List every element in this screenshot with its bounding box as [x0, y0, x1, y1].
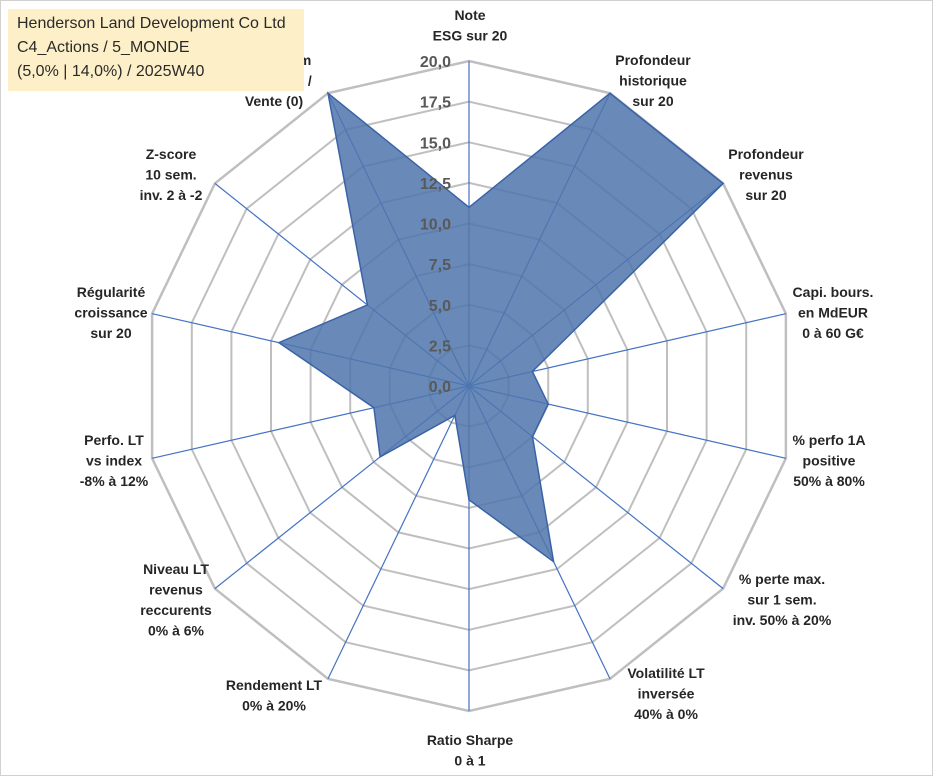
axis-label: Note ESG sur 20: [433, 7, 508, 44]
chart-title-box: Henderson Land Development Co Ltd C4_Act…: [8, 9, 304, 91]
chart-subtitle-period: (5,0% | 14,0%) / 2025W40: [17, 63, 205, 80]
axis-label: Perfo. LT vs index -8% à 12%: [80, 432, 149, 489]
axis-label: Niveau LT revenus reccurents 0% à 6%: [140, 561, 212, 639]
series-area: [277, 91, 725, 564]
axis-label: Volatilité LT inversée 40% à 0%: [627, 665, 705, 722]
axis-label: Profondeur revenus sur 20: [728, 146, 804, 203]
tick-label: 17,5: [420, 95, 451, 112]
series-layer: [277, 91, 725, 564]
chart-subtitle-universe: C4_Actions / 5_MONDE: [17, 39, 190, 56]
tick-label: 7,5: [429, 257, 451, 274]
tick-label: 15,0: [420, 135, 451, 152]
axis-label: Régularité croissance sur 20: [74, 284, 147, 341]
axis-label: Z-score 10 sem. inv. 2 à -2: [140, 146, 203, 203]
axis-label: Ratio Sharpe 0 à 1: [427, 732, 514, 769]
tick-label: 5,0: [429, 298, 451, 315]
axis-label-layer: Note ESG sur 20 Profondeur historique sur 20…: [74, 7, 873, 769]
axis-label: Capi. bours. en MdEUR 0 à 60 G€: [793, 284, 874, 341]
tick-label: 12,5: [420, 176, 451, 193]
axis-label: % perte max. sur 1 sem. inv. 50% à 20%: [733, 571, 832, 628]
tick-label: 20,0: [420, 54, 451, 71]
axis-label: Profondeur historique sur 20: [615, 52, 691, 109]
tick-label: 2,5: [429, 338, 451, 355]
tick-layer: 0,0 2,5 5,0 7,5 10,0 12,5 15,0 17,5 20,0: [420, 54, 451, 396]
axis-label: % perfo 1A positive 50% à 80%: [792, 432, 865, 489]
axis-spoke: [327, 385, 470, 680]
tick-label: 0,0: [429, 379, 451, 396]
tick-label: 10,0: [420, 217, 451, 234]
axis-label: Rendement LT 0% à 20%: [226, 677, 323, 714]
chart-title: Henderson Land Development Co Ltd: [17, 15, 286, 32]
